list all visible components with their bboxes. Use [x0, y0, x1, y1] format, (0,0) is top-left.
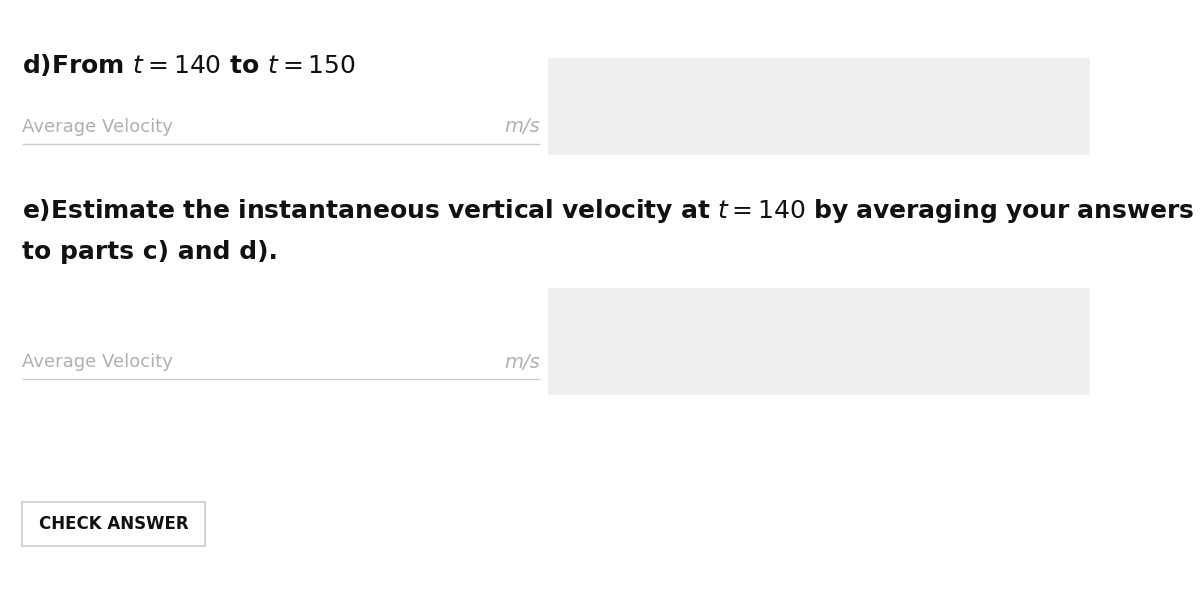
Text: to parts c) and d).: to parts c) and d).: [22, 240, 278, 264]
Bar: [22, 502, 205, 546]
Text: Average Velocity: Average Velocity: [22, 118, 173, 136]
Text: m/s: m/s: [504, 352, 540, 371]
Bar: [548, 288, 1090, 395]
Text: $\mathbf{e) Estimate\ the\ instantaneous\ vertical\ velocity\ at}$ $t = 140$ $\m: $\mathbf{e) Estimate\ the\ instantaneous…: [22, 197, 1194, 225]
Text: Average Velocity: Average Velocity: [22, 353, 173, 371]
Bar: [548, 58, 1090, 155]
Text: CHECK ANSWER: CHECK ANSWER: [38, 515, 188, 533]
Text: $\mathbf{d) From}$ $t = 140$ $\mathbf{to}$ $t = 150$: $\mathbf{d) From}$ $t = 140$ $\mathbf{to…: [22, 52, 356, 78]
Text: m/s: m/s: [504, 117, 540, 136]
